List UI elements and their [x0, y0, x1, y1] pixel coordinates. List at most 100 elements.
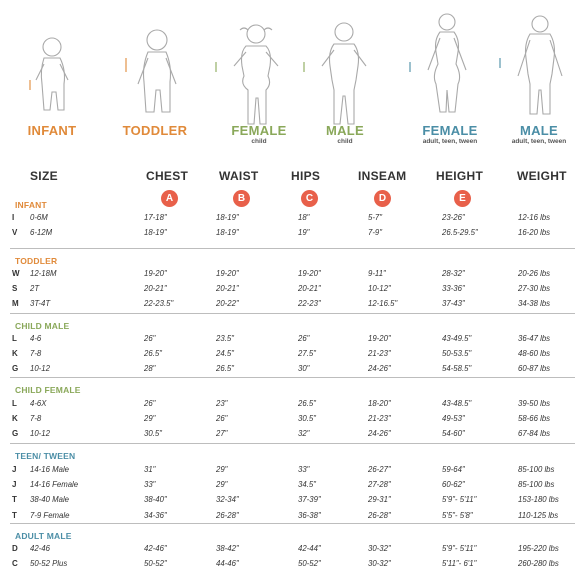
cell-waist: 38-42" — [216, 544, 239, 553]
section-title: TODDLER — [15, 256, 58, 266]
cell-hips: 22-23" — [298, 299, 321, 309]
cell-inseam: 30-32" — [368, 544, 391, 553]
cell-hips: 27.5" — [298, 349, 316, 359]
figure-label-infant: INFANT — [27, 123, 77, 138]
cell-waist: 23.5" — [216, 334, 234, 343]
badge-height: E — [454, 190, 471, 207]
cell-waist: 29" — [216, 465, 228, 474]
size-letter: G — [12, 429, 19, 439]
cell-hips: 32" — [298, 429, 310, 439]
cell-waist: 32-34" — [216, 495, 239, 505]
header-chest: CHEST — [146, 169, 189, 183]
cell-height: 54-60" — [442, 429, 465, 439]
size-letter: K — [12, 349, 18, 359]
cell-height: 5'9"- 5'11" — [442, 495, 477, 505]
cell-size: 42-46 — [30, 544, 50, 553]
cell-chest: 30.5" — [144, 429, 162, 439]
cell-waist: 29" — [216, 480, 228, 490]
body-figures-illustration — [29, 13, 563, 125]
toddler-figure-icon — [125, 29, 177, 113]
cell-hips: 19-20" — [298, 269, 321, 278]
cell-inseam: 27-28" — [368, 480, 391, 490]
cell-size: 10-12 — [30, 364, 50, 374]
cell-inseam: 26-28" — [368, 510, 391, 520]
cell-inseam: 5-7" — [368, 213, 383, 222]
cell-weight: 12-16 lbs — [518, 213, 551, 222]
section-divider — [10, 443, 575, 444]
header-height: HEIGHT — [436, 169, 484, 183]
cell-waist: 18-19" — [216, 213, 239, 222]
cell-inseam: 19-20" — [368, 334, 391, 343]
cell-chest: 42-46" — [144, 544, 167, 553]
cell-height: 60-62" — [442, 480, 465, 490]
cell-hips: 19" — [298, 228, 310, 238]
size-letter: T — [12, 495, 17, 505]
cell-waist: 44-46" — [216, 559, 239, 569]
cell-inseam: 26-27" — [368, 465, 391, 474]
cell-height: 59-64" — [442, 465, 465, 474]
cell-size: 0-6M — [30, 213, 48, 222]
cell-inseam: 7-9" — [368, 228, 383, 238]
cell-chest: 34-36" — [144, 510, 167, 520]
cell-height: 49-53" — [442, 414, 465, 424]
cell-height: 54-58.5" — [442, 364, 472, 374]
section-title: CHILD MALE — [15, 321, 70, 331]
cell-height: 43-49.5" — [442, 334, 472, 343]
figure-label-toddler: TODDLER — [122, 123, 188, 138]
cell-inseam: 9-11" — [368, 269, 386, 278]
cell-chest: 26" — [144, 334, 156, 343]
badge-inseam: D — [374, 190, 391, 207]
cell-size: 14-16 Male — [30, 465, 70, 474]
size-letter: G — [12, 364, 19, 374]
cell-waist: 20-22" — [216, 299, 239, 309]
cell-chest: 19-20" — [144, 269, 167, 278]
size-letter: T — [12, 510, 17, 520]
figure-label-male-adult: MALE adult, teen, tween — [511, 123, 567, 145]
cell-waist: 24.5" — [216, 349, 234, 359]
section-divider — [10, 313, 575, 314]
cell-hips: 20-21" — [298, 284, 321, 294]
cell-hips: 37-39" — [298, 495, 321, 505]
cell-size: 7-8 — [30, 414, 42, 424]
cell-weight: 85-100 lbs — [518, 480, 555, 490]
header-inseam: INSEAM — [358, 169, 407, 183]
cell-height: 28-32" — [442, 269, 465, 278]
cell-waist: 26" — [216, 414, 228, 424]
cell-height: 5'5"- 5'8" — [442, 510, 473, 520]
cell-chest: 38-40" — [144, 495, 167, 505]
cell-weight: 27-30 lbs — [518, 284, 551, 294]
cell-weight: 48-60 lbs — [518, 349, 551, 359]
size-letter: I — [12, 213, 15, 222]
badge-waist: B — [233, 190, 250, 207]
size-letter: S — [12, 284, 18, 294]
cell-hips: 42-44" — [298, 544, 321, 553]
cell-chest: 50-52" — [144, 559, 167, 569]
cell-size: 38-40 Male — [30, 495, 70, 505]
cell-chest: 31" — [144, 465, 156, 474]
cell-weight: 195-220 lbs — [518, 544, 559, 553]
cell-inseam: 29-31" — [368, 495, 391, 505]
cell-size: 50-52 Plus — [30, 559, 68, 569]
cell-chest: 26" — [144, 399, 156, 408]
header-weight: WEIGHT — [517, 169, 567, 183]
cell-weight: 85-100 lbs — [518, 465, 555, 474]
female-child-figure-icon — [215, 24, 279, 125]
cell-size: 4-6 — [30, 334, 42, 343]
cell-size: 3T-4T — [30, 299, 51, 309]
cell-height: 43-48.5" — [442, 399, 472, 408]
cell-hips: 30" — [298, 364, 310, 374]
cell-inseam: 21-23" — [368, 414, 391, 424]
cell-chest: 20-21" — [144, 284, 167, 294]
size-letter: M — [12, 299, 19, 309]
cell-weight: 260-280 lbs — [518, 559, 559, 569]
cell-weight: 36-47 lbs — [518, 334, 551, 343]
figure-label-female-child: FEMALE child — [231, 123, 287, 145]
female-adult-figure-icon — [409, 13, 467, 113]
cell-chest: 22-23.5" — [144, 299, 174, 309]
cell-size: 6-12M — [30, 228, 53, 238]
cell-weight: 153-180 lbs — [518, 495, 559, 505]
size-letter: K — [12, 414, 18, 424]
cell-weight: 34-38 lbs — [518, 299, 551, 309]
cell-hips: 26" — [298, 334, 310, 343]
